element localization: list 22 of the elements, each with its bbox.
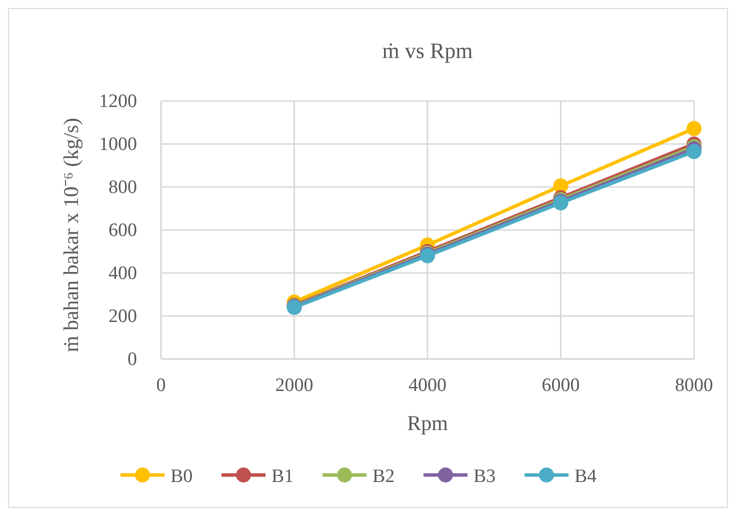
- point: [686, 121, 702, 136]
- x-tick-label: 6000: [542, 375, 580, 396]
- y-tick-label: 600: [108, 220, 137, 241]
- chart-title: ṁ vs Rpm: [382, 38, 473, 63]
- y-tick-label: 0: [128, 349, 137, 370]
- point: [686, 144, 702, 160]
- legend-label: B0: [170, 466, 193, 487]
- legend-label: B2: [372, 466, 395, 487]
- x-tick-label: 4000: [408, 375, 446, 396]
- legend-label: B1: [272, 466, 294, 487]
- x-tick-label: 8000: [675, 375, 713, 396]
- y-tick-label: 200: [108, 306, 137, 327]
- x-tick-label: 0: [156, 375, 166, 396]
- y-tick-label: 1000: [99, 134, 137, 155]
- legend-label: B3: [474, 466, 496, 487]
- y-tick-label: 400: [108, 263, 137, 284]
- y-tick-label: 1200: [99, 91, 137, 112]
- y-tick-label: 800: [108, 177, 137, 198]
- x-axis-title: Rpm: [407, 411, 448, 435]
- x-tick-label: 2000: [275, 375, 314, 396]
- y-axis-title: ṁ bahan bakar x 10⁻⁶ (kg/s): [59, 118, 83, 352]
- legend-label: B4: [574, 466, 598, 487]
